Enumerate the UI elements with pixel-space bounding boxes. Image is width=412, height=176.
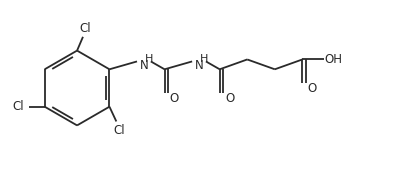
Text: Cl: Cl: [12, 100, 24, 113]
Text: Cl: Cl: [113, 124, 125, 137]
Text: O: O: [308, 83, 317, 96]
Text: O: O: [170, 92, 179, 105]
Text: H: H: [200, 54, 208, 64]
Text: N: N: [195, 59, 204, 72]
Text: H: H: [145, 54, 153, 64]
Text: O: O: [225, 92, 234, 105]
Text: Cl: Cl: [79, 23, 91, 35]
Text: OH: OH: [325, 53, 343, 66]
Text: N: N: [140, 59, 149, 72]
